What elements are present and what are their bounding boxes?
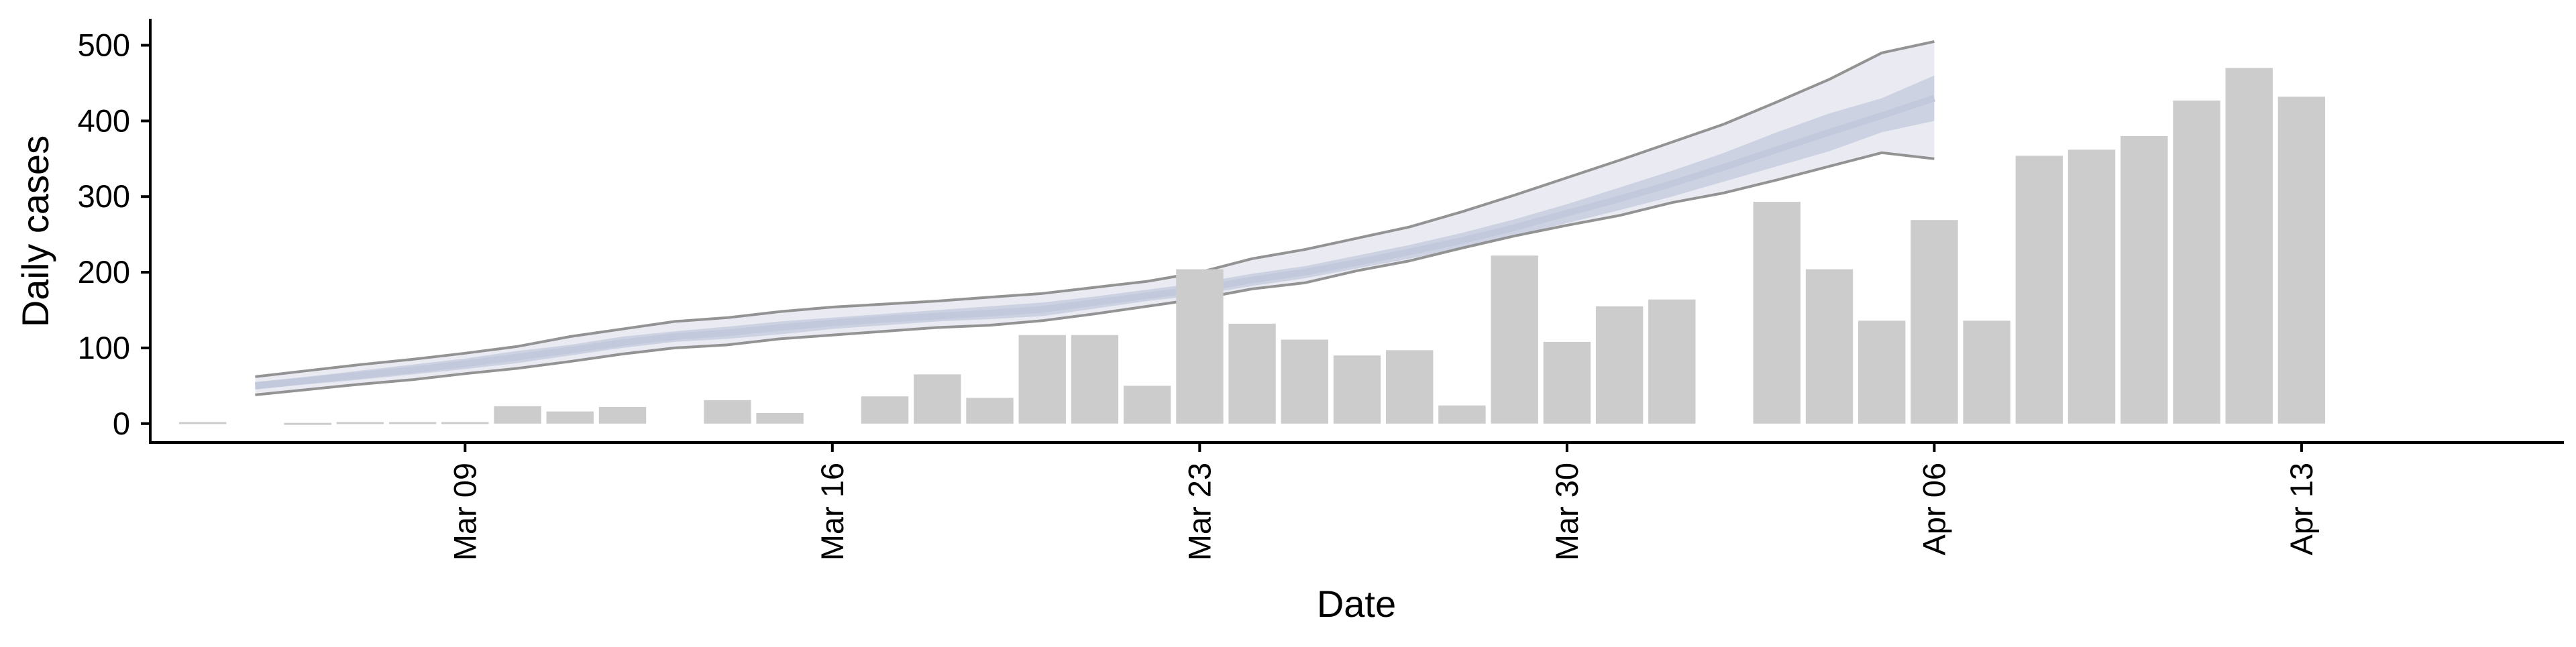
bar-2020-03-30 xyxy=(1543,341,1591,424)
bar-2020-03-22 xyxy=(1123,386,1171,424)
y-tick-label: 400 xyxy=(78,103,130,138)
bar-2020-04-12 xyxy=(2225,68,2273,424)
bar-2020-04-04 xyxy=(1805,269,1854,424)
x-tick-label: Mar 09 xyxy=(447,463,482,561)
bar-2020-03-06 xyxy=(284,422,331,425)
x-tick-label: Mar 23 xyxy=(1181,463,1217,561)
bar-2020-03-14 xyxy=(704,400,751,424)
bar-2020-03-08 xyxy=(388,422,437,424)
bar-2020-03-23 xyxy=(1176,269,1224,424)
bar-2020-04-05 xyxy=(1858,320,1906,424)
bar-2020-03-18 xyxy=(914,374,961,424)
bar-2020-03-26 xyxy=(1333,355,1381,424)
y-tick-label: 0 xyxy=(113,406,130,441)
y-axis-title: Daily cases xyxy=(14,135,56,327)
bar-2020-03-12 xyxy=(598,407,647,424)
bar-2020-04-06 xyxy=(1911,220,1958,424)
bar-2020-04-08 xyxy=(2015,156,2063,424)
bar-2020-03-20 xyxy=(1018,335,1066,424)
x-axis-title: Date xyxy=(1317,583,1396,625)
bar-2020-04-07 xyxy=(1963,320,2010,424)
forecast-upper-bound-line xyxy=(255,40,1935,378)
bar-2020-04-09 xyxy=(2068,150,2116,424)
bar-2020-03-24 xyxy=(1228,323,1276,424)
y-tick-label: 200 xyxy=(78,254,130,290)
bar-2020-04-10 xyxy=(2121,135,2168,424)
bar-2020-03-15 xyxy=(756,413,804,424)
forecast-layer xyxy=(254,40,1935,396)
x-tick-label: Mar 30 xyxy=(1549,463,1585,561)
bar-2020-03-09 xyxy=(441,422,489,424)
bar-2020-03-10 xyxy=(494,406,541,424)
bar-2020-03-04 xyxy=(179,422,227,424)
y-tick-label: 500 xyxy=(78,27,130,63)
bar-2020-03-07 xyxy=(336,422,384,424)
y-tick-label: 100 xyxy=(78,330,130,365)
bar-2020-03-31 xyxy=(1595,306,1644,424)
bar-2020-03-28 xyxy=(1438,405,1486,424)
bar-2020-03-17 xyxy=(861,396,909,424)
forecast-lower-bound-line xyxy=(255,151,1935,396)
bar-2020-04-13 xyxy=(2277,97,2326,424)
x-ticks: Mar 09 Mar 16 Mar 23 Mar 30 Apr 06 Apr 13 xyxy=(447,443,2319,561)
bar-layer xyxy=(179,68,2326,425)
bar-2020-04-11 xyxy=(2173,100,2220,424)
bar-2020-04-01 xyxy=(1648,299,1696,424)
y-tick-label: 300 xyxy=(78,178,130,214)
x-tick-label: Apr 06 xyxy=(1916,463,1951,555)
x-tick-label: Mar 16 xyxy=(814,463,850,561)
y-ticks: 0 100 200 300 400 500 xyxy=(78,27,150,441)
bar-2020-03-27 xyxy=(1386,350,1434,424)
bar-2020-03-11 xyxy=(546,411,594,424)
axis-layer xyxy=(149,19,2564,444)
forecast-median-line xyxy=(254,95,1935,390)
bar-2020-03-21 xyxy=(1071,335,1119,424)
bar-2020-03-19 xyxy=(966,398,1014,424)
bar-2020-04-03 xyxy=(1753,202,1801,424)
bar-2020-03-25 xyxy=(1281,339,1328,424)
x-tick-label: Apr 13 xyxy=(2284,463,2319,555)
bar-2020-03-29 xyxy=(1491,255,1538,424)
